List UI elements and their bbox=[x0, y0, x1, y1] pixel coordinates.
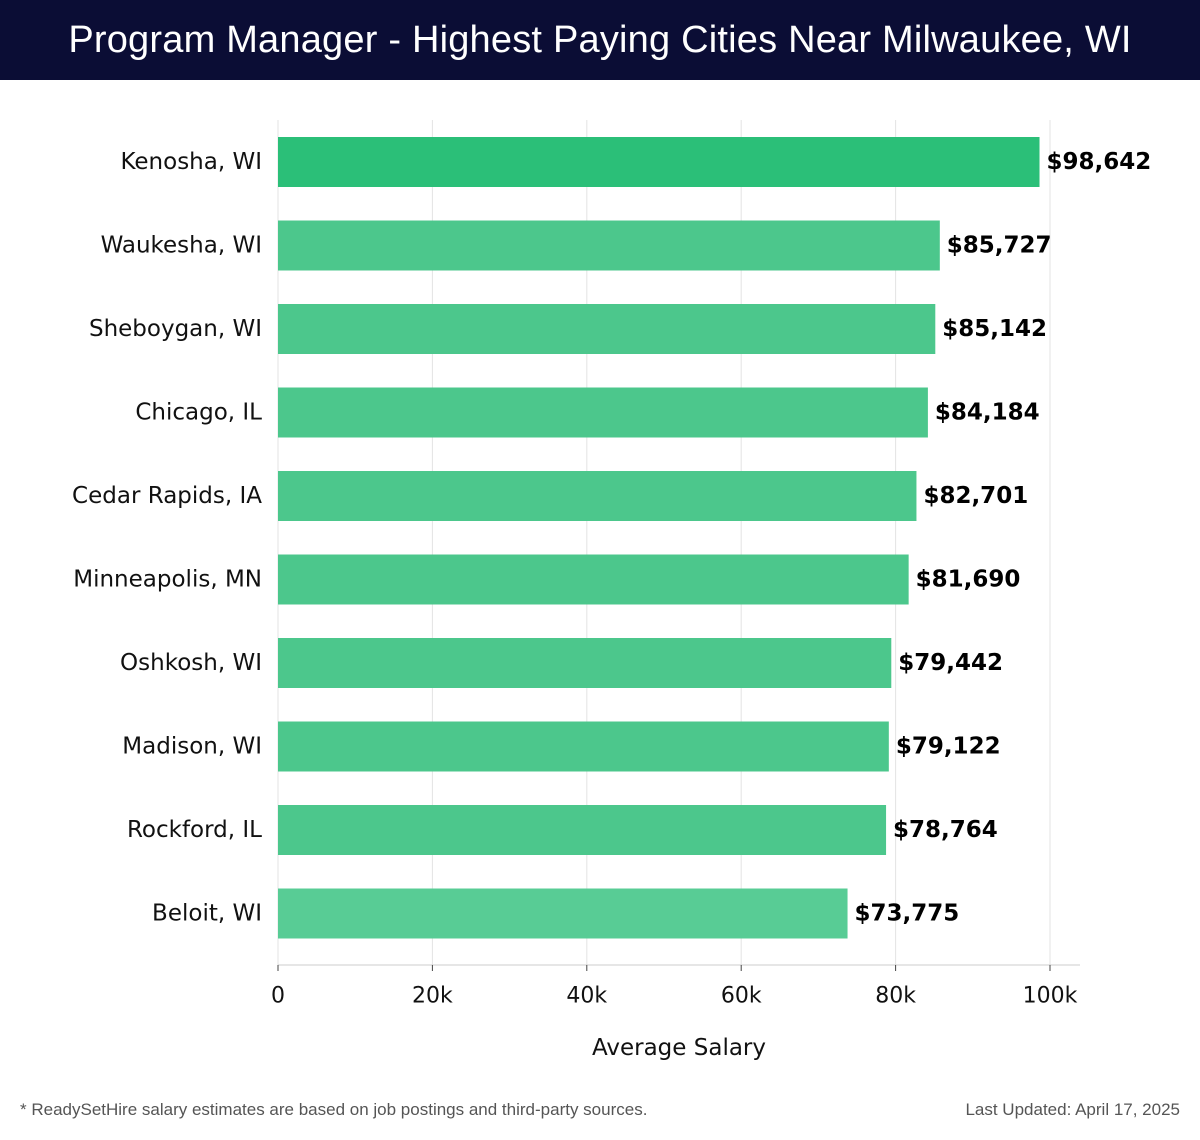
value-label: $85,142 bbox=[942, 316, 1047, 342]
salary-bar-chart: Kenosha, WI Waukesha, WI Sheboygan, WI Chic… bbox=[72, 120, 1152, 1061]
value-label: $84,184 bbox=[935, 400, 1040, 426]
x-axis: 0 20k 40k 60k 80k 100k Average Salary bbox=[271, 964, 1080, 1061]
x-tick-label: 60k bbox=[721, 984, 762, 1009]
category-label: Sheboygan, WI bbox=[89, 316, 262, 342]
category-label: Cedar Rapids, IA bbox=[72, 483, 262, 509]
bar bbox=[278, 137, 1040, 187]
value-label: $85,727 bbox=[947, 233, 1052, 259]
footnote: * ReadySetHire salary estimates are base… bbox=[20, 1100, 648, 1119]
chart-title: Program Manager - Highest Paying Cities … bbox=[0, 0, 1200, 80]
x-axis-title: Average Salary bbox=[592, 1035, 766, 1061]
value-label: $78,764 bbox=[893, 817, 998, 843]
x-tick-label: 20k bbox=[412, 984, 453, 1009]
category-label: Waukesha, WI bbox=[101, 233, 262, 259]
x-tick-label: 100k bbox=[1023, 984, 1078, 1009]
bar bbox=[278, 387, 928, 438]
value-label: $82,701 bbox=[923, 483, 1028, 509]
value-labels: $98,642 $85,727 $85,142 $84,184 $82,701 $81,6… bbox=[855, 149, 1152, 927]
last-updated: Last Updated: April 17, 2025 bbox=[965, 1100, 1180, 1119]
bar bbox=[278, 554, 909, 605]
bars bbox=[278, 137, 1040, 939]
value-label: $98,642 bbox=[1047, 149, 1152, 175]
bar bbox=[278, 888, 848, 939]
category-label: Beloit, WI bbox=[152, 901, 262, 927]
x-tick-label: 0 bbox=[271, 984, 285, 1009]
category-label: Oshkosh, WI bbox=[120, 650, 262, 676]
x-tick-label: 40k bbox=[566, 984, 607, 1009]
category-label: Minneapolis, MN bbox=[73, 567, 262, 593]
value-label: $79,122 bbox=[896, 734, 1001, 760]
value-label: $81,690 bbox=[916, 567, 1021, 593]
bar bbox=[278, 638, 892, 688]
category-labels: Kenosha, WI Waukesha, WI Sheboygan, WI Chic… bbox=[72, 149, 262, 927]
value-label: $73,775 bbox=[855, 901, 960, 927]
x-tick-label: 80k bbox=[875, 984, 916, 1009]
value-label: $79,442 bbox=[898, 650, 1003, 676]
bar bbox=[278, 220, 940, 271]
category-label: Madison, WI bbox=[122, 734, 262, 760]
bar bbox=[278, 721, 889, 772]
category-label: Kenosha, WI bbox=[120, 149, 262, 175]
category-label: Rockford, IL bbox=[127, 817, 262, 843]
category-label: Chicago, IL bbox=[135, 400, 262, 426]
bar bbox=[278, 304, 936, 354]
bar bbox=[278, 805, 887, 855]
bar bbox=[278, 471, 917, 521]
